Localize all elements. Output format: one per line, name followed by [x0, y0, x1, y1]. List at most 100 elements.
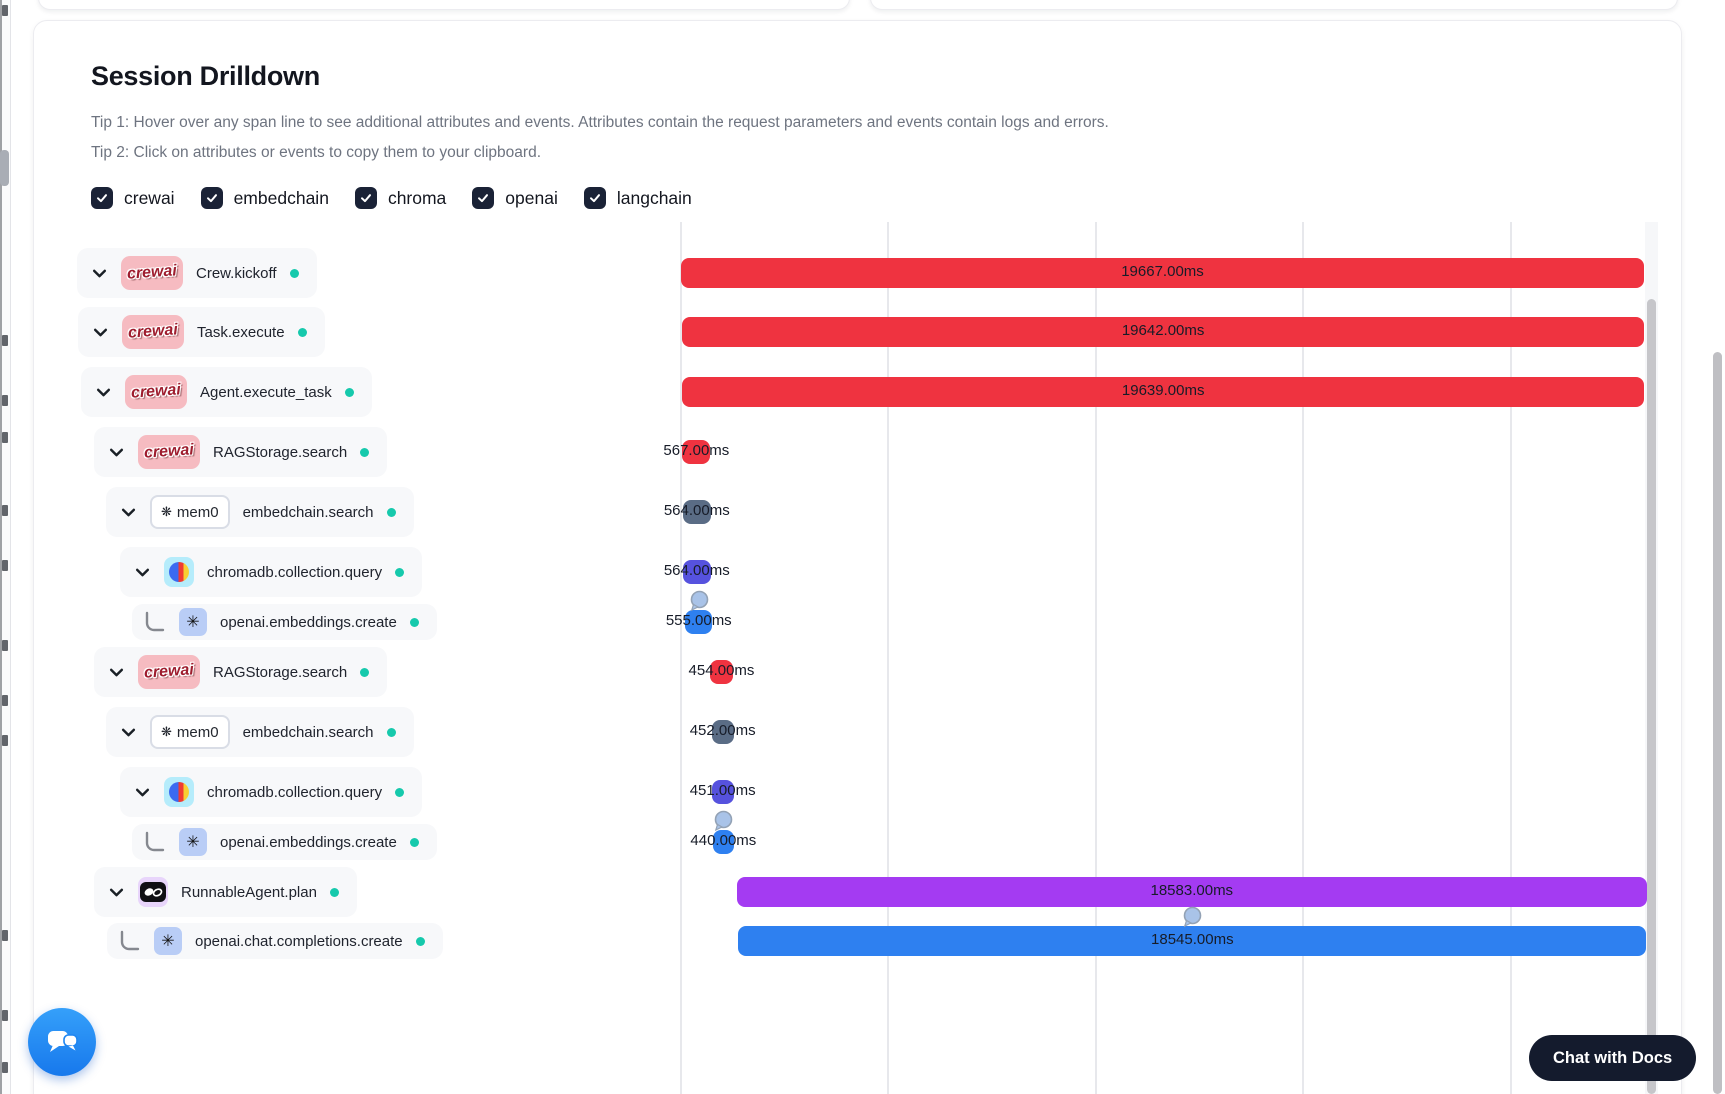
span-duration-bar[interactable] [682, 500, 711, 524]
chevron-down-icon[interactable] [108, 884, 125, 901]
edge-content-mark [2, 560, 8, 571]
span-duration-bar[interactable] [738, 926, 1647, 956]
span-row-pill[interactable]: crewai RAGStorage.search [94, 647, 388, 697]
checkbox-embedchain[interactable] [200, 187, 223, 209]
tip-1-text: Tip 1: Hover over any span line to see a… [91, 114, 1109, 131]
checkmark-icon [360, 194, 371, 203]
chroma-circle-logo [169, 562, 189, 582]
span-duration-label: 18545.00ms [1151, 931, 1234, 948]
filter-label-openai[interactable]: openai [505, 187, 558, 208]
span-row-pill[interactable]: chromadb.collection.query [120, 547, 423, 597]
chevron-down-icon[interactable] [120, 504, 137, 521]
filter-label-chroma[interactable]: chroma [387, 187, 447, 208]
edge-content-mark [2, 335, 8, 346]
chroma-logo [164, 777, 194, 807]
span-duration-bar[interactable] [682, 560, 711, 584]
chevron-down-icon[interactable] [108, 444, 125, 461]
span-duration-bar[interactable] [736, 877, 1647, 907]
span-row-pill[interactable]: chromadb.collection.query [120, 767, 423, 817]
checkbox-crewai[interactable] [91, 187, 113, 209]
chevron-down-icon[interactable] [134, 784, 151, 801]
status-dot [344, 387, 354, 397]
span-row-pill[interactable]: crewai Crew.kickoff [77, 248, 317, 298]
span-row-pill[interactable]: ❋ mem0 embedchain.search [106, 487, 414, 537]
filter-label-crewai[interactable]: crewai [124, 187, 175, 208]
status-dot [409, 617, 419, 627]
crewai-logo-text: crewai [143, 661, 195, 682]
status-dot [395, 787, 405, 797]
chevron-down-icon[interactable] [92, 324, 109, 341]
edge-content-mark [2, 930, 8, 941]
event-bubble-icon[interactable] [1180, 906, 1204, 928]
edge-scroll-thumb[interactable] [0, 150, 9, 186]
filter-item-chroma[interactable]: chroma [354, 187, 447, 209]
filter-label-langchain[interactable]: langchain [616, 187, 692, 208]
span-name-label: RAGStorage.search [213, 443, 348, 461]
event-bubble-icon[interactable] [711, 810, 735, 832]
span-row-pill[interactable]: ✳ openai.embeddings.create [132, 824, 437, 860]
span-duration-bar[interactable] [682, 377, 1644, 407]
filter-item-crewai[interactable]: crewai [91, 187, 175, 209]
edge-content-mark [2, 1010, 8, 1021]
page-scrollbar[interactable] [1713, 352, 1722, 1094]
checkmark-icon [478, 194, 489, 203]
span-row-pill[interactable]: crewai Agent.execute_task [81, 367, 372, 417]
checkbox-openai[interactable] [472, 187, 495, 209]
span-name-label: chromadb.collection.query [207, 783, 383, 801]
chat-widget-button[interactable] [28, 1008, 96, 1076]
span-duration-bar[interactable] [711, 780, 734, 804]
tree-elbow-icon [120, 930, 140, 951]
openai-knot-glyph: ✳ [186, 614, 200, 631]
span-name-label: Task.execute [197, 323, 285, 341]
filter-item-embedchain[interactable]: embedchain [200, 187, 329, 209]
status-dot [360, 667, 370, 677]
filter-item-openai[interactable]: openai [472, 187, 558, 209]
mem0-logo: ❋ mem0 [150, 715, 230, 749]
edge-content-mark [2, 640, 8, 651]
chevron-down-icon[interactable] [108, 664, 125, 681]
span-name-label: openai.embeddings.create [220, 613, 397, 631]
span-duration-bar[interactable] [712, 830, 735, 854]
span-duration-label: 567.00ms [663, 442, 730, 459]
span-row-pill[interactable]: RunnableAgent.plan [94, 867, 357, 917]
span-row-pill[interactable]: crewai RAGStorage.search [94, 427, 388, 477]
span-name-label: Agent.execute_task [200, 383, 332, 401]
span-duration-label: 19639.00ms [1121, 382, 1205, 399]
openai-logo: ✳ [179, 828, 207, 856]
checkmark-icon [206, 194, 217, 203]
chevron-down-icon[interactable] [95, 384, 112, 401]
chevron-down-icon[interactable] [91, 265, 108, 282]
mem0-logo-text: mem0 [176, 723, 219, 741]
chevron-down-icon[interactable] [120, 724, 137, 741]
span-row-pill[interactable]: ❋ mem0 embedchain.search [106, 707, 414, 757]
chart-scrollbar-thumb[interactable] [1647, 299, 1656, 1094]
span-row-pill[interactable]: ✳ openai.embeddings.create [132, 604, 437, 640]
chevron-down-icon[interactable] [134, 564, 151, 581]
gridline-3 [1302, 222, 1304, 1094]
checkbox-chroma[interactable] [354, 187, 377, 209]
mem0-gear-glyph: ❋ [161, 504, 172, 519]
span-duration-bar[interactable] [681, 258, 1644, 288]
crewai-logo: crewai [122, 315, 184, 349]
edge-content-mark [2, 395, 8, 406]
event-bubble-icon[interactable] [687, 590, 711, 612]
edge-content-mark [2, 432, 8, 443]
span-duration-bar[interactable] [682, 317, 1644, 347]
span-duration-bar[interactable] [710, 660, 733, 684]
chat-bubbles-icon [48, 1031, 78, 1052]
checkbox-langchain[interactable] [583, 187, 606, 209]
span-row-pill[interactable]: ✳ openai.chat.completions.create [107, 923, 443, 959]
span-duration-bar[interactable] [685, 610, 713, 634]
span-row-pill[interactable]: crewai Task.execute [78, 307, 325, 357]
langchain-logo [138, 877, 168, 907]
edge-content-mark [2, 735, 8, 746]
filter-label-embedchain[interactable]: embedchain [233, 187, 329, 208]
span-duration-bar[interactable] [682, 440, 711, 464]
openai-knot-glyph: ✳ [161, 933, 175, 950]
filter-item-langchain[interactable]: langchain [583, 187, 692, 209]
library-filter-row: crewai embedchain chroma openai langchain [91, 187, 692, 209]
span-duration-bar[interactable] [711, 720, 734, 744]
chat-with-docs-button[interactable]: Chat with Docs [1529, 1035, 1697, 1081]
gridline-0 [680, 222, 682, 1094]
